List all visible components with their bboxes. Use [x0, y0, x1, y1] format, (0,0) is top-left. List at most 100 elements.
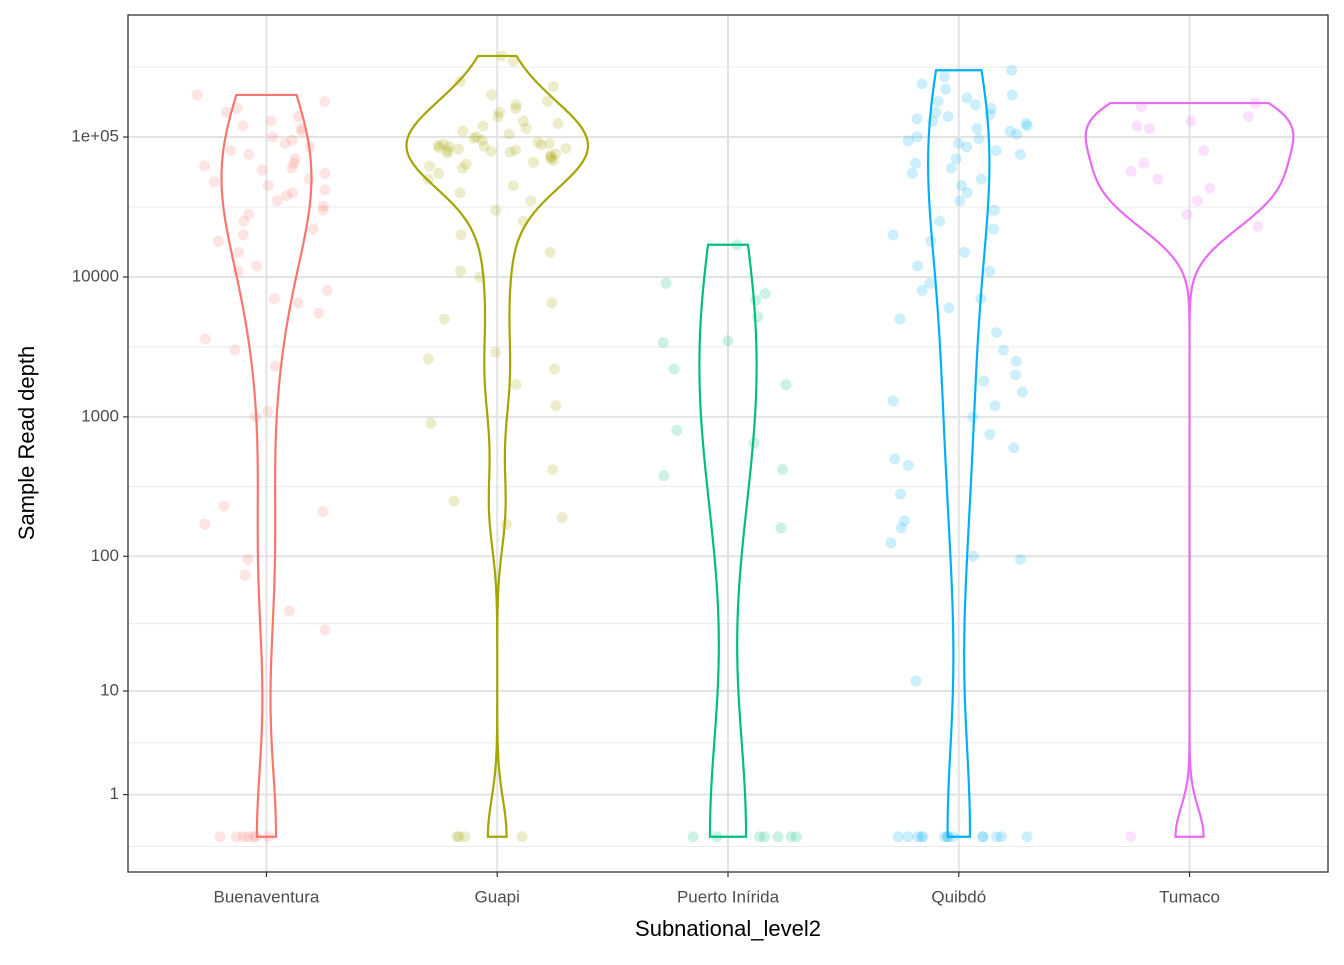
y-tick-label: 1000: [81, 406, 119, 425]
point: [532, 136, 544, 148]
x-tick-label: Guapi: [475, 887, 520, 906]
point: [560, 142, 572, 154]
point: [1252, 220, 1264, 232]
point: [1242, 111, 1254, 123]
point: [889, 453, 901, 465]
x-tick-label: Buenaventura: [214, 887, 320, 906]
point: [454, 75, 466, 87]
point: [912, 831, 924, 843]
point: [433, 142, 445, 154]
point: [476, 134, 488, 146]
point: [916, 78, 928, 90]
y-axis-title: Sample Read depth: [14, 346, 39, 540]
point: [443, 141, 455, 153]
point: [442, 145, 454, 157]
point: [256, 164, 268, 176]
point: [271, 195, 283, 207]
point: [423, 160, 435, 172]
point: [492, 111, 504, 123]
point: [269, 360, 281, 372]
point: [304, 141, 316, 153]
point: [525, 195, 537, 207]
point: [547, 464, 559, 476]
point: [545, 151, 557, 163]
point: [422, 353, 434, 365]
point: [907, 167, 919, 179]
point: [490, 346, 502, 358]
point: [967, 411, 979, 423]
point: [292, 297, 304, 309]
point: [237, 831, 249, 843]
point: [924, 277, 936, 289]
point: [775, 522, 787, 534]
panel-border: [127, 14, 1329, 873]
point: [454, 187, 466, 199]
point: [438, 313, 450, 325]
point: [1016, 386, 1028, 398]
point: [759, 288, 771, 300]
point: [510, 379, 522, 391]
point: [995, 831, 1007, 843]
point: [1191, 195, 1203, 207]
point: [916, 285, 928, 297]
point: [988, 223, 1000, 235]
point: [433, 140, 445, 152]
point: [909, 157, 921, 169]
point: [455, 265, 467, 277]
point: [265, 115, 277, 127]
point: [504, 146, 516, 158]
point: [319, 184, 331, 196]
point: [548, 363, 560, 375]
x-tick-label: Quibdó: [931, 887, 986, 906]
point: [286, 162, 298, 174]
point: [507, 55, 519, 67]
point: [967, 550, 979, 562]
point: [441, 147, 453, 159]
point: [552, 117, 564, 129]
point: [313, 307, 325, 319]
point: [902, 135, 914, 147]
point: [1125, 831, 1137, 843]
point: [287, 187, 299, 199]
point: [925, 235, 937, 247]
point: [1004, 125, 1016, 137]
point: [754, 831, 766, 843]
point: [455, 229, 467, 241]
point: [238, 215, 250, 227]
point: [262, 405, 274, 417]
point: [199, 518, 211, 530]
point: [687, 831, 699, 843]
point: [961, 187, 973, 199]
point: [460, 158, 472, 170]
point: [317, 505, 329, 517]
point: [1185, 115, 1197, 127]
x-axis-title: Subnational_level2: [635, 916, 821, 941]
point: [307, 223, 319, 235]
point: [772, 831, 784, 843]
point: [507, 180, 519, 192]
point: [988, 204, 1000, 216]
point: [1138, 157, 1150, 169]
point: [1181, 208, 1193, 220]
point: [199, 333, 211, 345]
point: [230, 831, 242, 843]
point: [468, 132, 480, 144]
x-tick-label: Tumaco: [1159, 887, 1220, 906]
point: [932, 95, 944, 107]
point: [548, 80, 560, 92]
point: [485, 89, 497, 101]
point: [985, 102, 997, 114]
point: [303, 173, 315, 185]
point: [991, 327, 1003, 339]
point: [212, 235, 224, 247]
point: [885, 537, 897, 549]
point: [510, 99, 522, 111]
point: [262, 180, 274, 192]
point: [289, 153, 301, 165]
point: [895, 522, 907, 534]
point: [912, 260, 924, 272]
point: [279, 137, 291, 149]
point: [452, 143, 464, 155]
point: [548, 154, 560, 166]
